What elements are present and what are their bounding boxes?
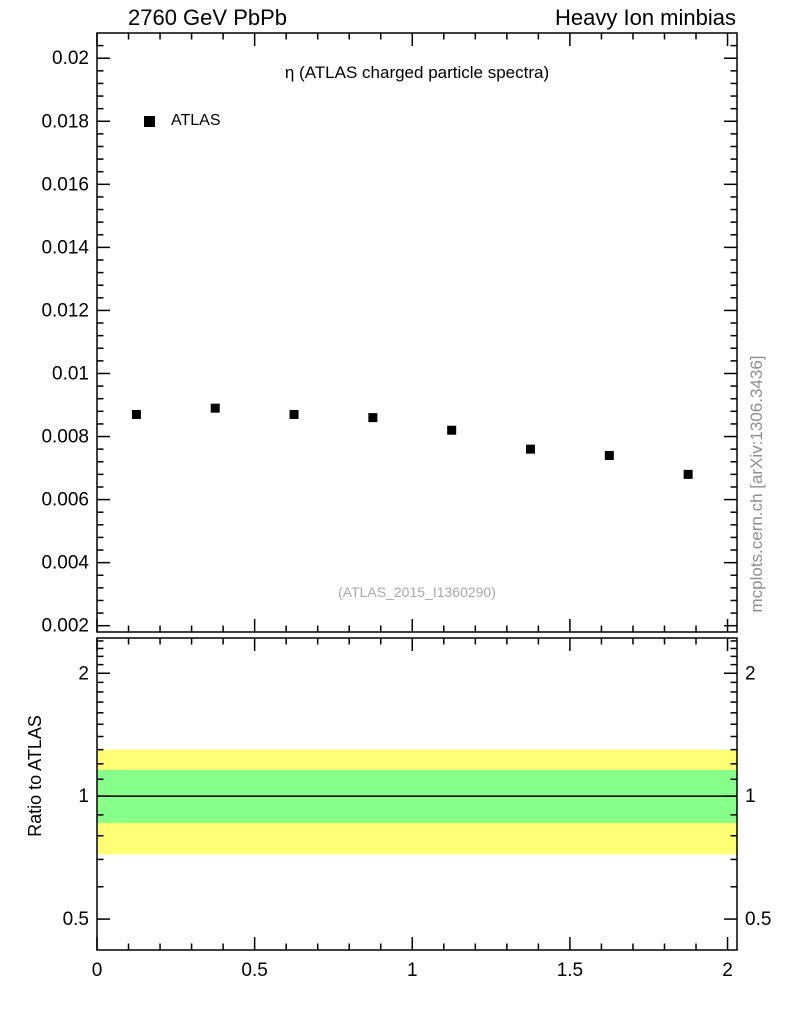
ratio-axis-title: Ratio to ATLAS bbox=[25, 715, 45, 837]
data-point-atlas bbox=[131, 409, 141, 419]
ratio-y-tick-label-right: 1 bbox=[745, 786, 756, 807]
x-tick-label: 1 bbox=[407, 960, 418, 981]
x-tick-label: 2 bbox=[722, 960, 733, 981]
data-point-atlas bbox=[525, 444, 535, 454]
legend-marker-filled-square-icon bbox=[144, 115, 155, 127]
data-point-atlas bbox=[210, 403, 220, 413]
y-tick-label-main: 0.006 bbox=[41, 490, 89, 511]
main-frame bbox=[96, 32, 738, 633]
legend-label: ATLAS bbox=[171, 112, 221, 129]
y-tick-label-main: 0.004 bbox=[41, 553, 89, 574]
x-tick-label: 1.5 bbox=[557, 960, 583, 981]
data-point-atlas bbox=[447, 425, 457, 435]
process-label: Heavy Ion minbias bbox=[555, 5, 736, 30]
data-point-atlas bbox=[368, 413, 378, 423]
analysis-watermark: (ATLAS_2015_I1360290) bbox=[338, 584, 496, 600]
beam-energy-label: 2760 GeV PbPb bbox=[128, 5, 288, 30]
plot-title: η (ATLAS charged particle spectra) bbox=[284, 63, 550, 82]
y-tick-label-main: 0.014 bbox=[41, 237, 89, 258]
y-tick-label-main: 0.018 bbox=[41, 111, 89, 132]
legend: ATLAS bbox=[144, 112, 221, 130]
ratio-y-tick-label-right: 2 bbox=[745, 663, 756, 684]
y-tick-label-main: 0.008 bbox=[41, 427, 89, 448]
y-tick-label-main: 0.012 bbox=[41, 300, 89, 321]
mcplots-credit: mcplots.cern.ch [arXiv:1306.3436] bbox=[747, 355, 766, 613]
ratio-frame bbox=[96, 637, 738, 951]
ratio-y-tick-label-left: 1 bbox=[78, 786, 89, 807]
y-tick-label-main: 0.016 bbox=[41, 174, 89, 195]
y-tick-label-main: 0.002 bbox=[41, 616, 89, 637]
data-point-atlas bbox=[683, 469, 693, 479]
data-point-atlas bbox=[604, 450, 614, 460]
x-tick-label: 0 bbox=[92, 960, 103, 981]
ratio-y-tick-label-left: 0.5 bbox=[63, 909, 89, 930]
ratio-y-tick-label-left: 2 bbox=[78, 663, 89, 684]
y-tick-label-main: 0.02 bbox=[52, 48, 89, 69]
ratio-y-tick-label-right: 0.5 bbox=[745, 909, 771, 930]
x-tick-label: 0.5 bbox=[241, 960, 267, 981]
data-point-atlas bbox=[289, 409, 299, 419]
y-tick-label-main: 0.01 bbox=[52, 363, 89, 384]
